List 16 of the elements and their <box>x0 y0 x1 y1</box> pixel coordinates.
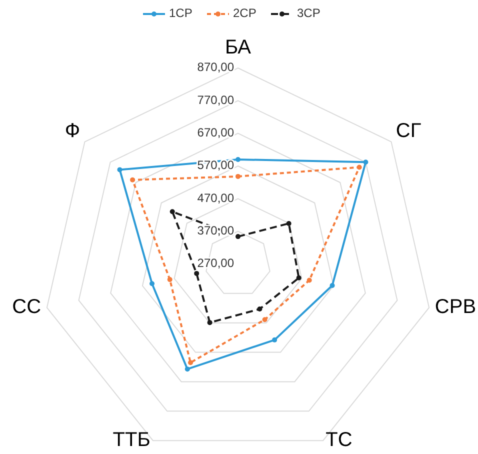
y-tick-label: 270,00 <box>197 256 234 270</box>
legend-label: 1СР <box>169 6 192 20</box>
y-tick-label: 570,00 <box>197 158 234 172</box>
y-tick-label: 870,00 <box>197 60 234 74</box>
spoke-label: ТС <box>326 428 352 451</box>
spoke-label: СС <box>12 296 42 318</box>
y-tick-label: 470,00 <box>197 190 234 205</box>
spoke-label: БА <box>224 36 252 58</box>
spoke-label: ТТБ <box>112 428 150 451</box>
spoke-label: Ф <box>64 120 80 142</box>
y-tick-label: 770,00 <box>197 92 234 107</box>
spoke-label: СРВ <box>434 296 476 318</box>
spoke-label: СГ <box>396 120 422 142</box>
y-tick-label: 670,00 <box>197 126 234 140</box>
legend-label: 2СР <box>233 6 256 20</box>
legend-label: 3СР <box>297 6 320 20</box>
